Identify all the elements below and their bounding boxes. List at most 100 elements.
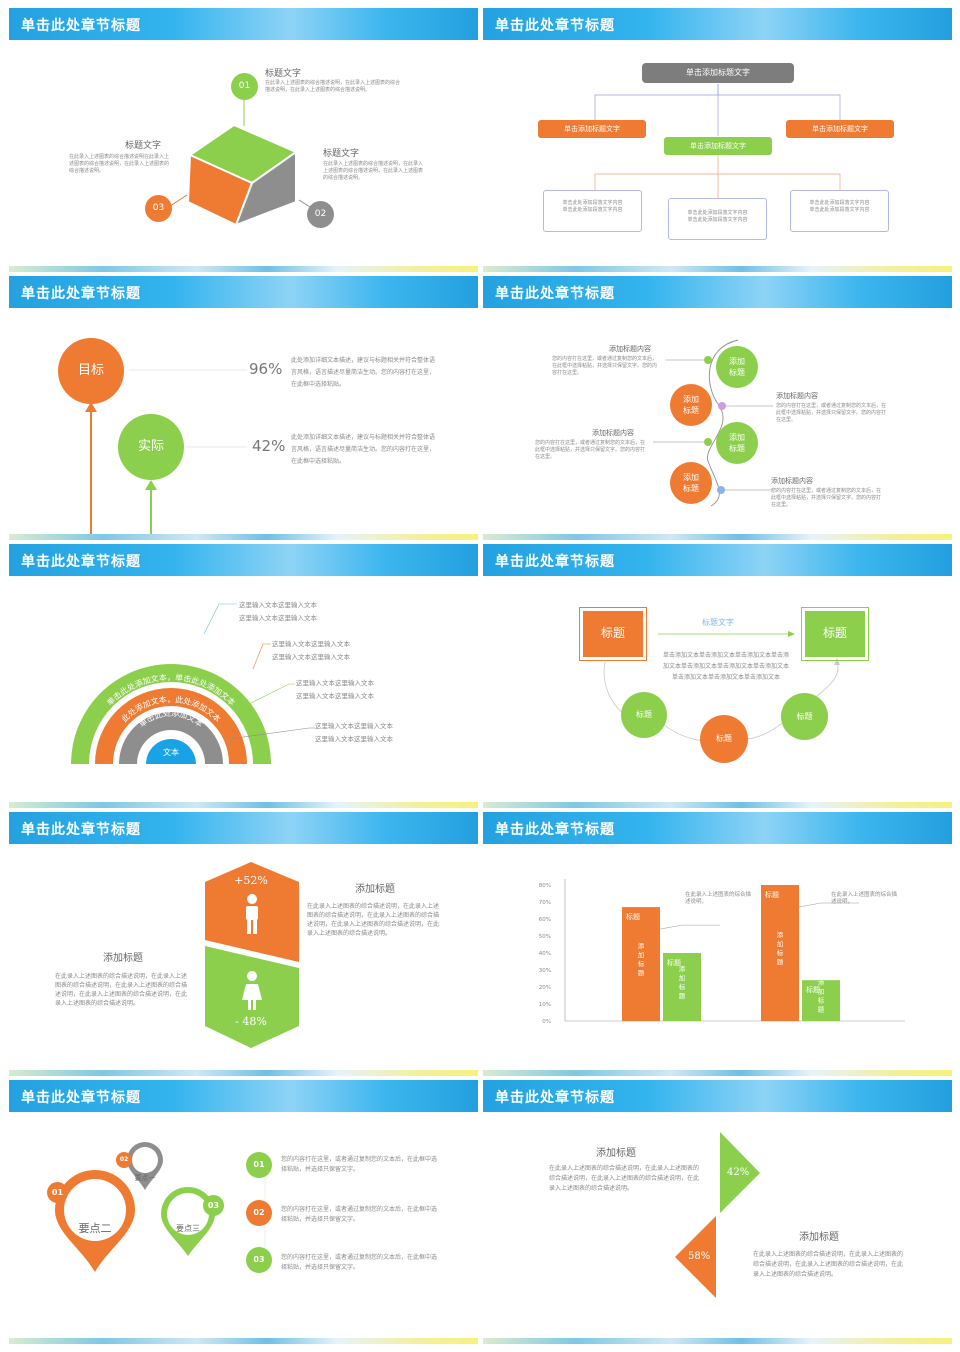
note-leader [798, 902, 859, 908]
pin-badge-01: 01 [47, 1182, 68, 1203]
goal-circle: 目标 [58, 338, 124, 404]
content-title-4: 添加标题内容 [771, 477, 813, 485]
slide-5[interactable]: 单击此处章节标题 单击此处添加文本，单击此处添加文本 此处添加文本，此处添加文本… [9, 544, 478, 808]
goal-stems [85, 369, 247, 534]
label-desc-2: 在此录入上述图表的综合描述说明，在此录入上述图表的综合描述说明，在此录入上述图表… [323, 161, 424, 182]
slide-header: 单击此处章节标题 [483, 276, 952, 308]
bar-body-label: 标 [638, 959, 645, 968]
triangle-pair [675, 1132, 760, 1298]
arc-label-1b: 这里输入文本这里输入文本 [239, 614, 317, 622]
item-badge-03: 03 [246, 1247, 272, 1273]
pin-label-2: 要点二 [78, 1222, 112, 1235]
bar-chart: 80%70%60%50%40%30%20%10%0%标题添加标题标题添加标题标题… [539, 879, 905, 1025]
bar-body-label: 加 [777, 939, 784, 948]
bar-orange [622, 907, 660, 1021]
footer-strip [483, 1338, 952, 1344]
content-title-2: 添加标题内容 [776, 392, 818, 400]
org-box-left[interactable]: 单击此处添加段落文字内容 单击此处添加段落文字内容 [543, 190, 642, 232]
org-box-right[interactable]: 单击此处添加段落文字内容 单击此处添加段落文字内容 [790, 190, 889, 232]
bar-body-label: 加 [638, 950, 645, 959]
label-desc-1: 在此录入上述图表的综合描述说明，在此录入上述图表的综合描述说明，在此录入上述图表… [265, 80, 401, 94]
title-box-right[interactable]: 标题 [801, 607, 869, 661]
org-node-right[interactable]: 单击添加标题文字 [786, 120, 894, 138]
y-tick-label: 70% [539, 900, 551, 906]
title-box-left-inner: 标题 [583, 611, 643, 657]
org-top-node[interactable]: 单击添加标题文字 [642, 63, 794, 83]
label-title-3: 标题文字 [125, 141, 162, 151]
male-icon [246, 894, 258, 934]
slide-8[interactable]: 单击此处章节标题 80% 70% 60% 50% 40% 30% 20% 10% 0% 标题添加标… [483, 812, 952, 1076]
bar-top-label: 标题 [806, 985, 820, 994]
bar-body-label: 添 [777, 930, 784, 939]
title-box-left[interactable]: 标题 [579, 607, 647, 661]
bar-body-label: 添 [818, 978, 825, 987]
slide-title: 单击此处章节标题 [21, 1090, 141, 1106]
arc-label-3b: 这里输入文本这里输入文本 [296, 692, 374, 700]
item-text-2: 您的内容打在这里，或者通过复制您的文本后，在此框中选择粘贴，并选择只保留文字。 [281, 1206, 438, 1223]
topic-circle-4[interactable]: 添加 标题 [670, 462, 712, 504]
left-heading: 添加标题 [103, 953, 143, 964]
org-box-middle[interactable]: 单击此处添加段落文字内容 单击此处添加段落文字内容 [668, 198, 767, 240]
footer-strip [483, 534, 952, 540]
bar-body-label: 加 [818, 987, 825, 996]
y-tick-label: 0% [542, 1019, 551, 1025]
bar-green [802, 980, 840, 1021]
content-desc-2: 您的内容打在这里，或者通过复制您的文本后，在此框中选择粘贴，并选择只保留文字。您… [776, 403, 887, 424]
note-leader [659, 924, 720, 930]
slide-10[interactable]: 单击此处章节标题 42% 58% 添加标题 在此录入上述图表的综合描述说明，在此… [483, 1080, 952, 1344]
heading-2: 添加标题 [799, 1232, 839, 1243]
y-tick-label: 40% [539, 951, 551, 957]
arc-label-4b: 这里输入文本这里输入文本 [315, 735, 393, 743]
item-badge-01: 01 [246, 1152, 272, 1178]
bar-top-label: 标题 [667, 958, 681, 967]
bar-body-label: 题 [777, 958, 784, 966]
slide-3[interactable]: 单击此处章节标题 目标 实际 96% 42% 此处添加详细文本描述，建议与标题相… [9, 276, 478, 540]
percent-42: 42% [727, 1167, 750, 1178]
topic-circle-3[interactable]: 添加 标题 [716, 422, 758, 464]
slide-9[interactable]: 单击此处章节标题 01 02 03 要点二 要点一 要点三 01 02 03 您… [9, 1080, 478, 1344]
bar-body-label: 添 [679, 964, 686, 973]
number-badge-03: 03 [145, 195, 172, 222]
cycle-circle-1[interactable]: 标题 [621, 692, 667, 738]
right-desc: 在此录入上述图表的综合描述说明，在此录入上述图表的综合描述说明，在此录入上述图表… [307, 903, 440, 937]
actual-desc: 此处添加详细文本描述，建议与标题相关并符合整体语言风格，语言描述尽量简洁生动。您… [291, 434, 436, 465]
slide-header: 单击此处章节标题 [483, 812, 952, 844]
number-badge-02: 02 [307, 201, 334, 228]
percent-goal: 96% [249, 360, 283, 378]
slide-6[interactable]: 单击此处章节标题 标题 标题 标题文字 单击添加文本单击添加文本单击添加文本单击… [483, 544, 952, 808]
org-node-middle[interactable]: 单击添加标题文字 [664, 137, 772, 155]
arc-label-2b: 这里输入文本这里输入文本 [272, 653, 350, 661]
footer-strip [483, 802, 952, 808]
male-percent: +52% [234, 874, 268, 887]
slide-1[interactable]: 单击此处章节标题 01 02 03 标题文字 在此录入上述图表的综合描述说明，在… [9, 8, 478, 272]
slide-header: 单击此处章节标题 [9, 1080, 478, 1112]
slide-title: 单击此处章节标题 [495, 822, 615, 838]
cycle-circle-3[interactable]: 标题 [781, 693, 828, 740]
pin-label-1: 要点一 [134, 1174, 156, 1182]
item-badge-02: 02 [246, 1200, 272, 1226]
topic-circle-1[interactable]: 添加 标题 [716, 346, 758, 388]
bar-body-label: 题 [818, 1006, 825, 1014]
y-tick-label: 60% [539, 917, 551, 923]
label-title-1: 标题文字 [265, 69, 302, 79]
label-title-2: 标题文字 [323, 149, 360, 159]
bar-orange [761, 885, 799, 1021]
slide-title: 单击此处章节标题 [495, 1090, 615, 1106]
slide-7[interactable]: 单击此处章节标题 +52% - 48% 添加标题 在此录入上述图表的综合描述说明… [9, 812, 478, 1076]
slide-header: 单击此处章节标题 [483, 544, 952, 576]
org-node-left[interactable]: 单击添加标题文字 [538, 120, 646, 138]
map-pins [55, 1141, 266, 1272]
desc-2: 在此录入上述图表的综合描述说明，在此录入上述图表的综合描述说明，在此录入上述图表… [753, 1251, 904, 1278]
slide-4[interactable]: 单击此处章节标题 添加 标题 添加 标题 添加 标题 添加 标题 添加标题内容 … [483, 276, 952, 540]
footer-strip [483, 266, 952, 272]
slide-title: 单击此处章节标题 [495, 286, 615, 302]
arc-rings: 单击此处添加文本，单击此处添加文本 此处添加文本，此处添加文本 单击此处添加文本 [71, 603, 315, 764]
topic-circle-2[interactable]: 添加 标题 [670, 384, 712, 426]
percent-actual: 42% [252, 437, 286, 455]
slide-2[interactable]: 单击此处章节标题 单击添加标题文字 单击添加标题文字 单击添加标题文字 单击添加… [483, 8, 952, 272]
cycle-circle-2[interactable]: 标题 [700, 715, 748, 763]
arc-label-1a: 这里输入文本这里输入文本 [239, 601, 317, 609]
chart-note-1: 在此录入上述图表的综合描述说明， [685, 892, 752, 906]
arc-label-2a: 这里输入文本这里输入文本 [272, 640, 350, 648]
content-desc-3: 您的内容打在这里，或者通过复制您的文本后，在此框中选择粘贴，并选择只保留文字。您… [535, 440, 646, 461]
